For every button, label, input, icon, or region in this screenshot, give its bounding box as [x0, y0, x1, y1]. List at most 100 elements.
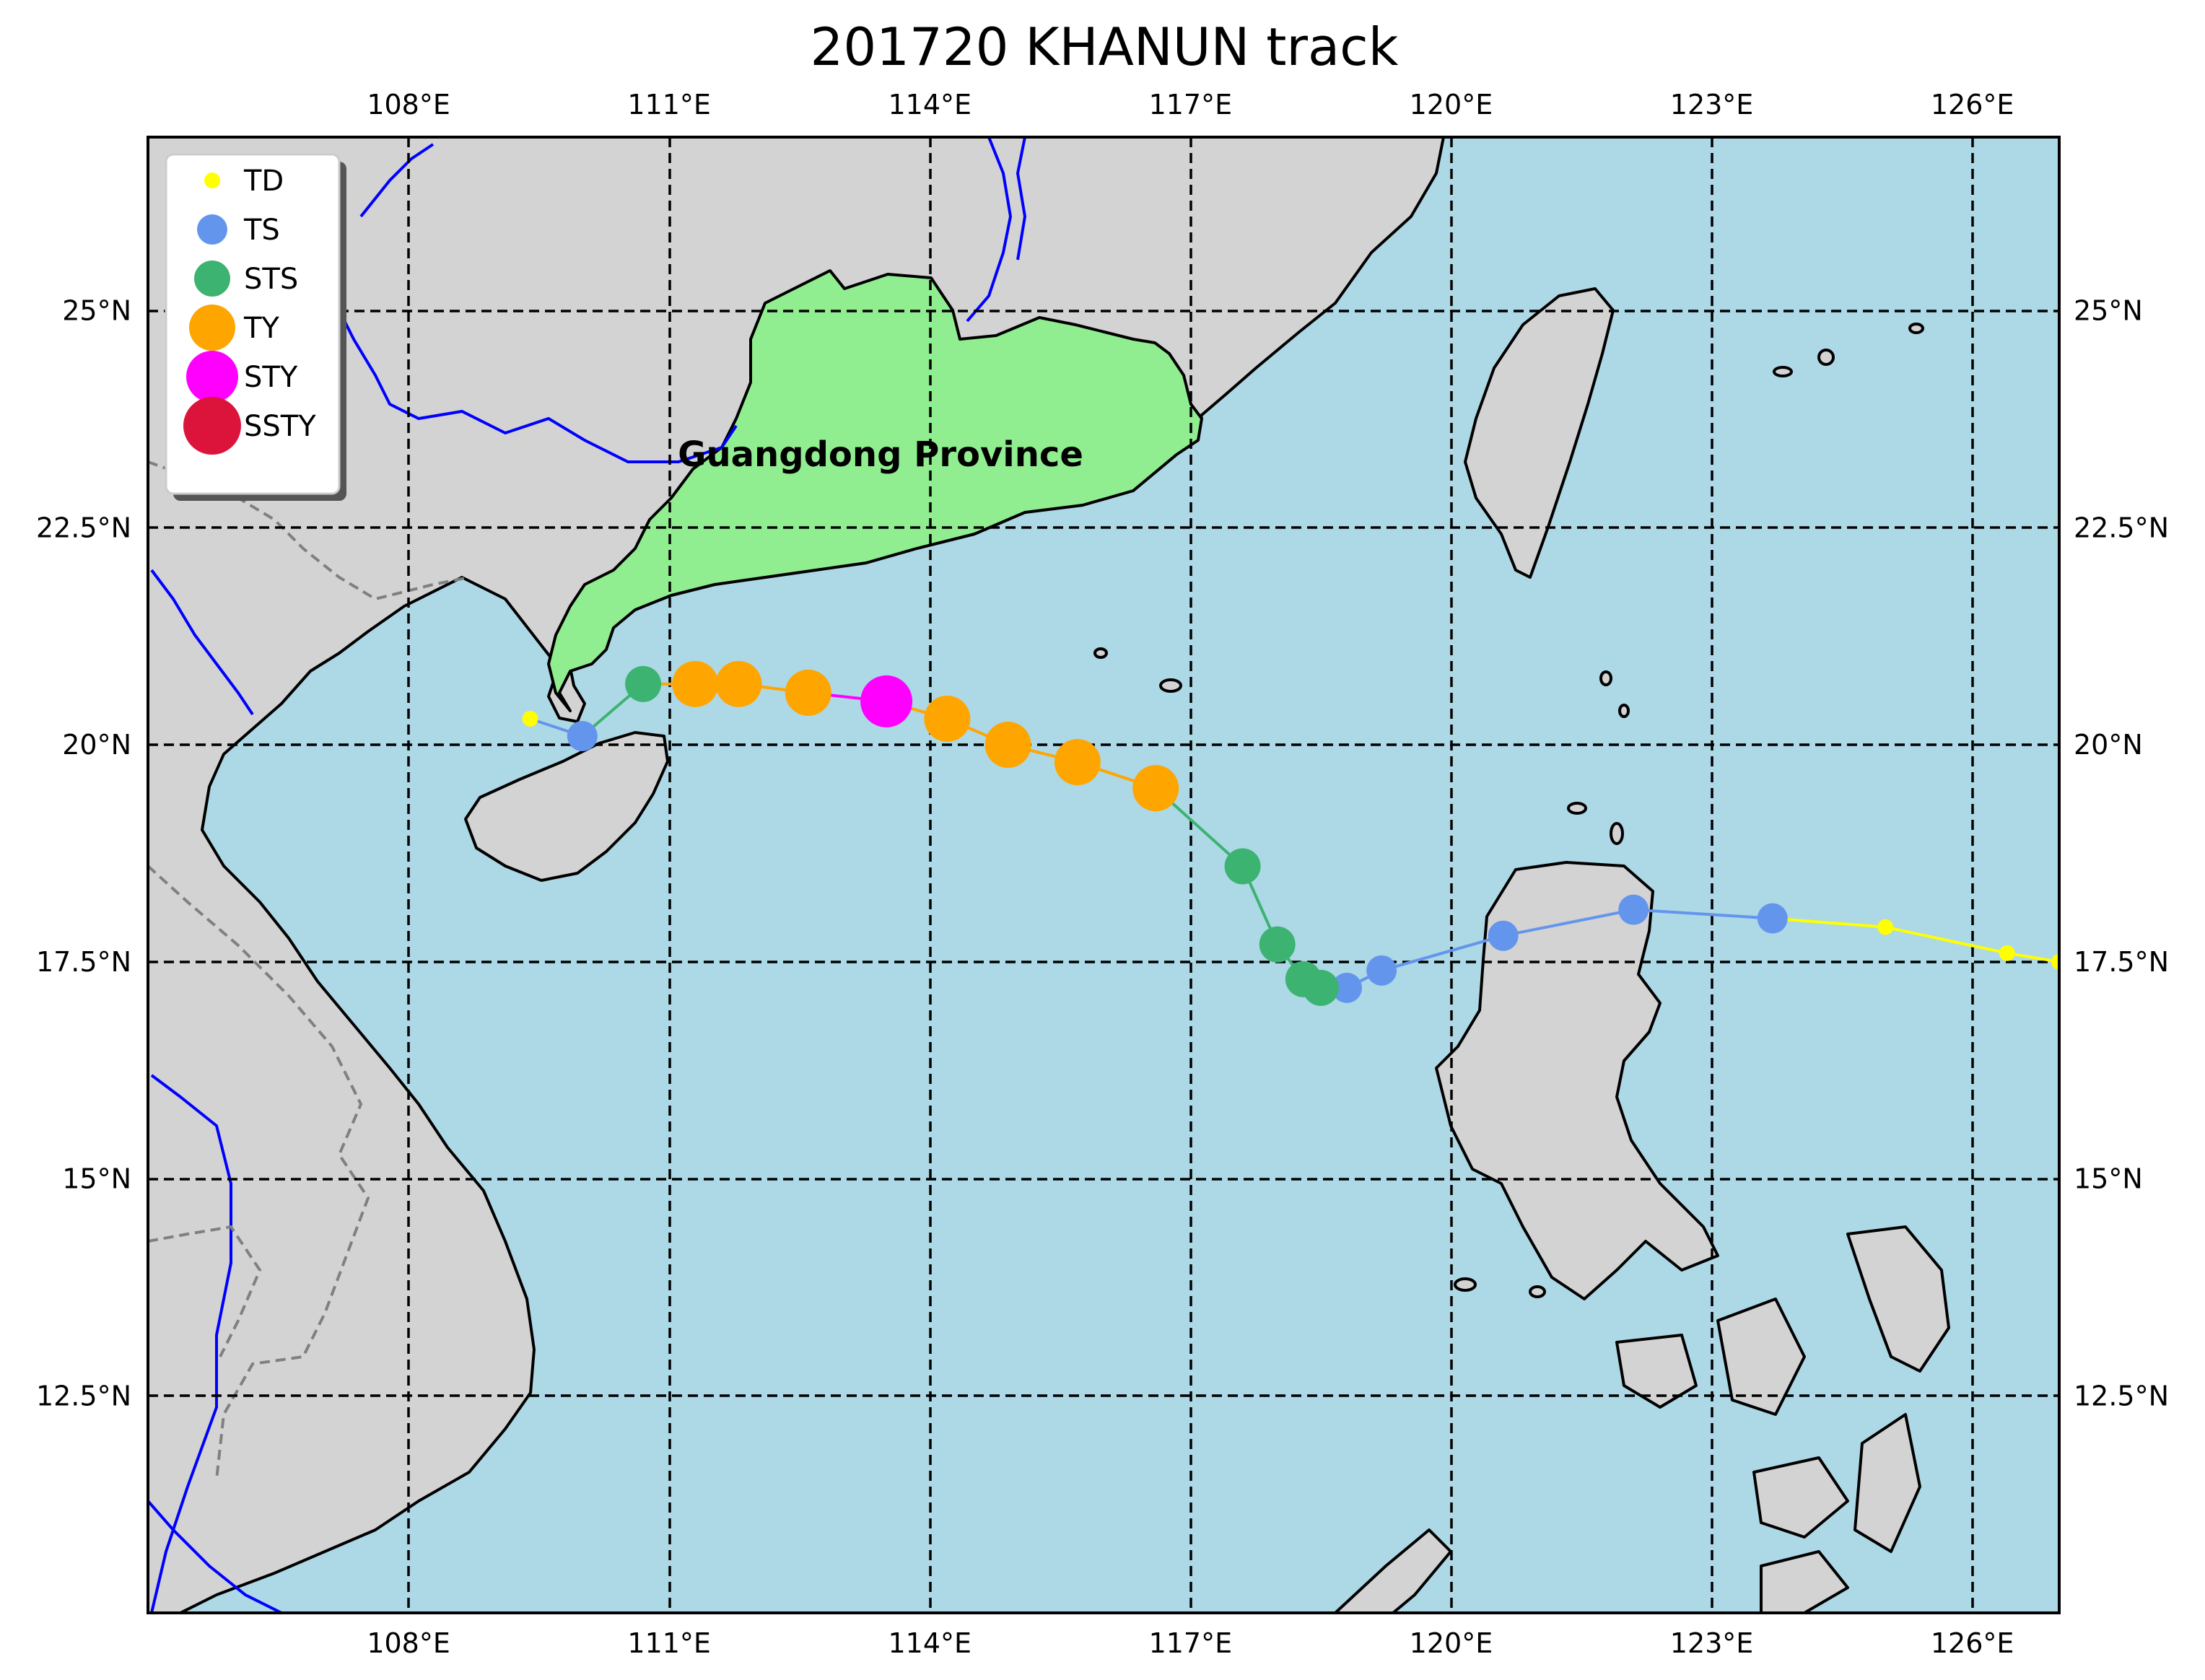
x-tick-label-bottom: 114°E [888, 1627, 971, 1659]
y-tick-label-left: 22.5°N [36, 512, 131, 543]
islet [1618, 704, 1630, 718]
visayas-island [1716, 1298, 1806, 1416]
negros-island [1853, 1413, 1921, 1553]
track-segment [1503, 908, 1634, 937]
y-tick-label-left: 20°N [62, 729, 131, 761]
x-tick-label-top: 120°E [1410, 89, 1493, 121]
plot-frame [147, 136, 2061, 1614]
legend: TD TS STS TY STY SSTY [165, 153, 346, 501]
province-label: Guangdong Province [678, 434, 1083, 475]
y-tick-label-right: 17.5°N [2074, 946, 2169, 978]
islet [1454, 1277, 1477, 1292]
legend-label: STS [244, 263, 298, 296]
track-point-sts [1224, 848, 1261, 885]
river [150, 1074, 232, 1613]
track-point-sty [860, 675, 913, 727]
taiwan-island [1464, 287, 1615, 579]
track-point-td [2051, 953, 2059, 970]
legend-marker-sts [194, 261, 230, 297]
track-segment [1772, 916, 1886, 929]
x-tick-label-bottom: 117°E [1149, 1627, 1233, 1659]
x-tick-label-top: 114°E [888, 89, 971, 121]
y-tick-label-right: 20°N [2074, 729, 2143, 761]
legend-marker-ty [189, 305, 235, 351]
islet [1817, 349, 1835, 366]
legend-label: TY [243, 312, 279, 345]
x-tick-labels-top: 108°E 111°E 114°E 117°E 120°E 123°E 126°E [367, 89, 2014, 121]
track-point-td [1877, 919, 1894, 935]
track-point-ts [1332, 972, 1363, 1003]
y-tick-label-left: 15°N [62, 1163, 131, 1195]
islet [1529, 1285, 1546, 1298]
track-point-ts [1618, 894, 1649, 925]
legend-label: STY [244, 361, 298, 394]
panay-island [1752, 1456, 1849, 1539]
track-point-ty [672, 660, 719, 707]
track-point-ty [924, 695, 971, 742]
y-tick-label-right: 12.5°N [2074, 1380, 2169, 1412]
chart-title: 201720 KHANUN track [811, 17, 1399, 77]
y-tick-label-left: 12.5°N [36, 1380, 131, 1412]
map-area: Guangdong Province [148, 137, 2059, 1613]
country-border [148, 460, 470, 601]
y-tick-labels-left: 25°N 22.5°N 20°N 17.5°N 15°N 12.5°N [36, 295, 131, 1412]
river [359, 143, 435, 218]
cebu-island [1760, 1550, 1849, 1613]
track-point-ts [1488, 920, 1519, 951]
legend-marker-sty [186, 351, 238, 403]
x-tick-label-top: 117°E [1149, 89, 1233, 121]
track-point-ts [1757, 903, 1788, 934]
legend-label: SSTY [244, 410, 316, 443]
guangdong-province [547, 269, 1203, 712]
track-segment [1633, 908, 1773, 920]
track-point-ts [1366, 955, 1397, 986]
hainan-island [464, 731, 669, 882]
x-tick-label-top: 123°E [1670, 89, 1754, 121]
typhoon-track [522, 660, 2059, 1006]
track-point-ts [567, 721, 598, 752]
y-tick-label-right: 25°N [2074, 295, 2143, 327]
y-tick-label-right: 22.5°N [2074, 512, 2169, 543]
islet [1773, 366, 1793, 377]
y-tick-label-left: 25°N [62, 295, 131, 327]
country-border [148, 1225, 262, 1357]
legend-marker-ssty [183, 397, 241, 455]
x-tick-label-top: 108°E [367, 89, 450, 121]
islet [1599, 670, 1612, 686]
y-tick-label-left: 17.5°N [36, 946, 131, 978]
luzon-island [1435, 861, 1719, 1300]
pratas-island [1159, 678, 1182, 693]
track-segment [1381, 934, 1504, 972]
track-point-sts [625, 665, 662, 702]
track-point-td [522, 710, 538, 727]
river [1016, 137, 1027, 261]
track-segment [2007, 951, 2059, 963]
legend-marker-td [204, 172, 220, 188]
x-tick-label-bottom: 108°E [367, 1627, 450, 1659]
river [331, 295, 738, 463]
track-point-sts [1259, 926, 1296, 963]
x-tick-label-bottom: 123°E [1670, 1627, 1754, 1659]
islet [1610, 822, 1624, 845]
track-point-ty [1054, 739, 1101, 786]
x-tick-label-bottom: 120°E [1410, 1627, 1493, 1659]
river [150, 569, 254, 716]
x-tick-label-top: 126°E [1931, 89, 2014, 121]
islet [1908, 323, 1924, 334]
x-tick-label-bottom: 126°E [1931, 1627, 2014, 1659]
track-point-td [1999, 945, 2015, 961]
gridlines [148, 137, 2059, 1613]
track-point-ty [1132, 765, 1179, 812]
legend-label: TD [243, 165, 284, 198]
x-tick-label-top: 111°E [627, 89, 711, 121]
samar-island [1846, 1225, 1950, 1373]
track-point-sts [1285, 961, 1322, 997]
islet [1567, 802, 1587, 815]
track-point-ty [785, 669, 831, 716]
islet [1093, 647, 1108, 659]
x-tick-labels-bottom: 108°E 111°E 114°E 117°E 120°E 123°E 126°E [367, 1627, 2014, 1659]
river [148, 1500, 282, 1613]
y-tick-labels-right: 25°N 22.5°N 20°N 17.5°N 15°N 12.5°N [2074, 295, 2169, 1412]
river [966, 137, 1013, 323]
